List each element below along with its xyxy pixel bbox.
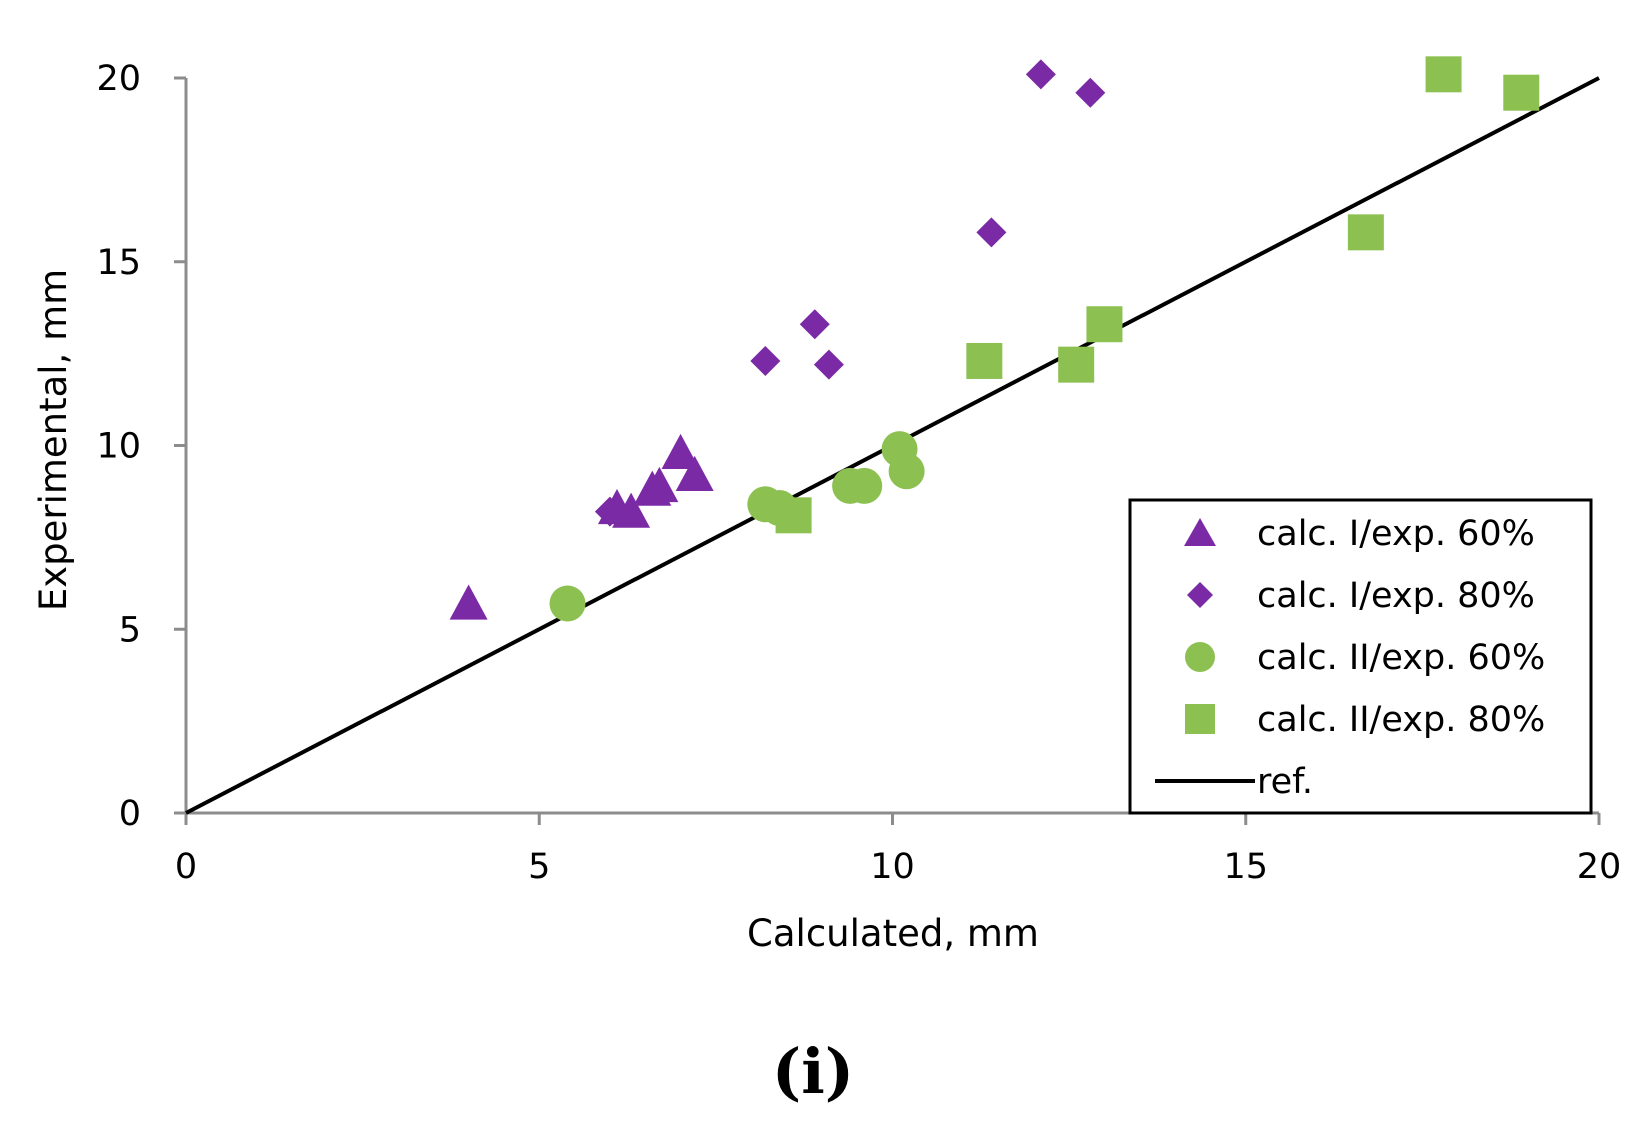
series-2-point (1025, 59, 1056, 90)
x-tick-label: 20 (1577, 847, 1622, 887)
series-3-point (549, 585, 586, 622)
series-4-point (1086, 306, 1123, 343)
y-axis-title: Experimental, mm (32, 269, 75, 611)
series-1-point (661, 433, 700, 469)
legend-circle-swatch (1185, 642, 1215, 672)
y-tick-label: 15 (96, 243, 141, 283)
series-2-point (750, 345, 781, 376)
series-4-point (1347, 214, 1384, 251)
tick-labels: 0 5 10 15 20 0 5 10 15 20 (96, 59, 1621, 887)
series-2-point (799, 309, 830, 340)
series-1-point (449, 584, 488, 620)
y-tick-label: 20 (96, 59, 141, 99)
series-2-point (976, 217, 1007, 248)
series-2-point (1075, 77, 1106, 108)
y-tick-label: 5 (119, 610, 141, 650)
series-4-point (966, 342, 1003, 379)
series-1-point (640, 466, 679, 503)
x-tick-label: 0 (175, 847, 197, 887)
series-2-point (813, 349, 844, 380)
legend-label: ref. (1257, 762, 1313, 802)
panel-label: (i) (772, 1035, 854, 1108)
legend-label: calc. II/exp. 80% (1257, 700, 1545, 740)
data-points (449, 56, 1540, 622)
legend-triangle-swatch (1184, 518, 1216, 546)
x-tick-label: 5 (528, 847, 550, 887)
series-3-point (846, 467, 883, 504)
legend: calc. I/exp. 60% calc. I/exp. 80% calc. II… (1128, 498, 1593, 815)
series-4-point (1425, 56, 1462, 93)
series-4-point (775, 497, 812, 534)
series-1-point (675, 455, 714, 492)
series-4-point (1503, 74, 1540, 111)
series-2-point (594, 496, 625, 527)
legend-square-swatch (1185, 704, 1215, 734)
series-3-point (888, 453, 925, 490)
x-axis-title: Calculated, mm (747, 912, 1039, 955)
y-tick-label: 0 (119, 794, 141, 834)
legend-label: calc. I/exp. 80% (1257, 576, 1535, 616)
y-tick-label: 10 (96, 427, 141, 467)
series-4-point (1058, 346, 1095, 383)
series-1-point (612, 492, 651, 528)
legend-label: calc. I/exp. 60% (1257, 514, 1535, 554)
legend-diamond-swatch (1187, 582, 1213, 608)
legend-label: calc. II/exp. 60% (1257, 638, 1545, 678)
x-tick-label: 15 (1223, 847, 1268, 887)
x-tick-label: 10 (870, 847, 915, 887)
